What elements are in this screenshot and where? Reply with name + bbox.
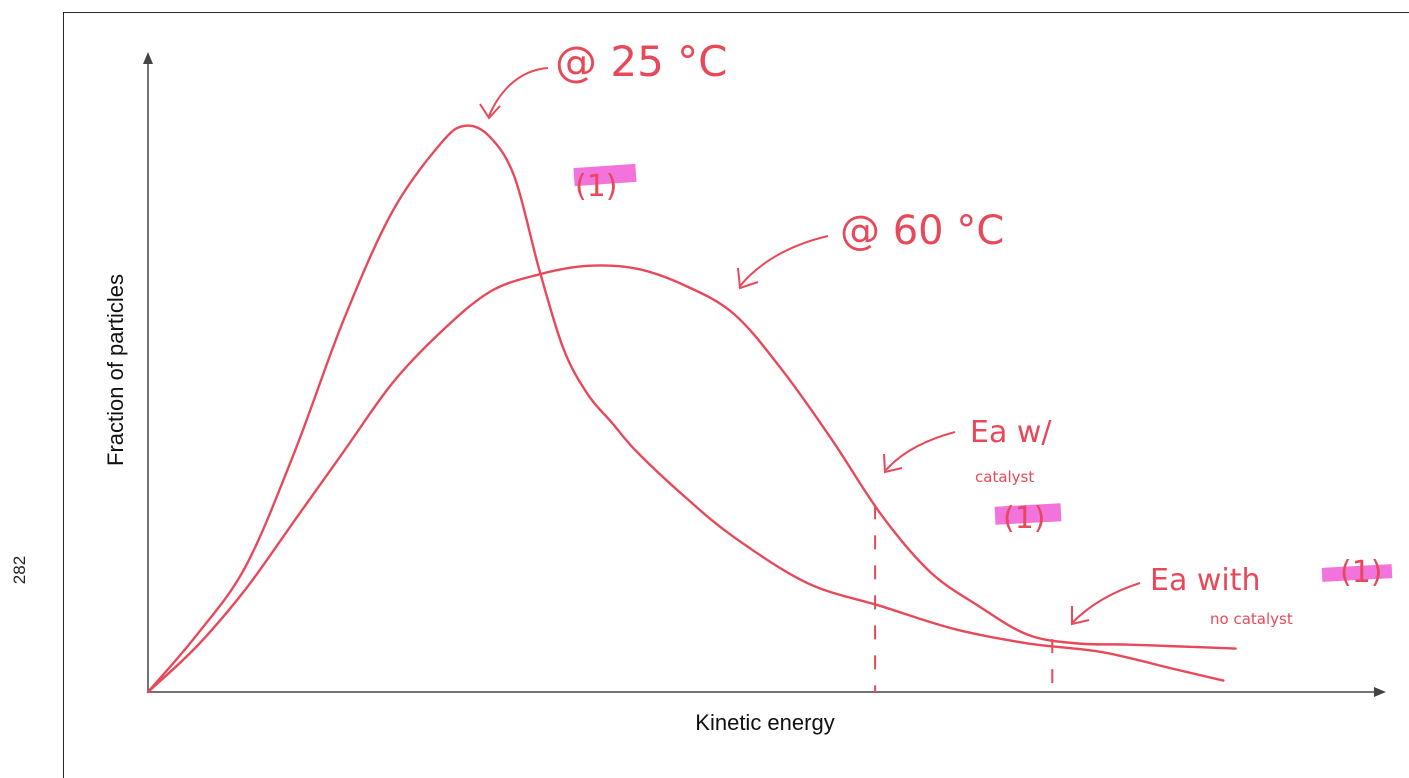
arrow-25c-head	[479, 103, 501, 120]
annotation-ea-catalyst-line1: Ea w/	[970, 415, 1052, 450]
annotation-ea-no-catalyst-line2: no catalyst	[1210, 610, 1293, 628]
mark-point-1: (1)	[575, 169, 618, 204]
series-line-25c	[146, 124, 1225, 694]
arrow-ea-no-catalyst-head	[1071, 606, 1090, 626]
arrow-25c	[488, 67, 549, 117]
arrow-ea-catalyst	[885, 431, 956, 471]
annotation-ea-catalyst-line2: catalyst	[975, 468, 1034, 486]
page-frame	[63, 12, 1409, 778]
mark-point-3: (1)	[1340, 555, 1383, 590]
highlight-mark	[573, 163, 637, 187]
arrow-ea-no-catalyst	[1072, 582, 1141, 623]
annotation-25c: @ 25 °C	[555, 37, 727, 86]
annotation-60c: @ 60 °C	[840, 208, 1004, 254]
mark-point-2: (1)	[1003, 501, 1046, 536]
annotation-ea-no-catalyst-line1: Ea with	[1150, 563, 1261, 598]
highlight-mark	[994, 503, 1062, 525]
arrow-ea-catalyst-head	[883, 453, 903, 474]
highlight-mark	[1321, 564, 1393, 582]
y-axis-arrow	[143, 52, 153, 64]
arrow-60c	[739, 235, 829, 287]
x-axis-arrow	[1374, 687, 1386, 697]
arrow-60c-head	[737, 267, 759, 290]
x-axis-title: Kinetic energy	[695, 710, 835, 735]
y-axis-title: Fraction of particles	[103, 274, 128, 466]
series-line-60c	[146, 264, 1237, 694]
